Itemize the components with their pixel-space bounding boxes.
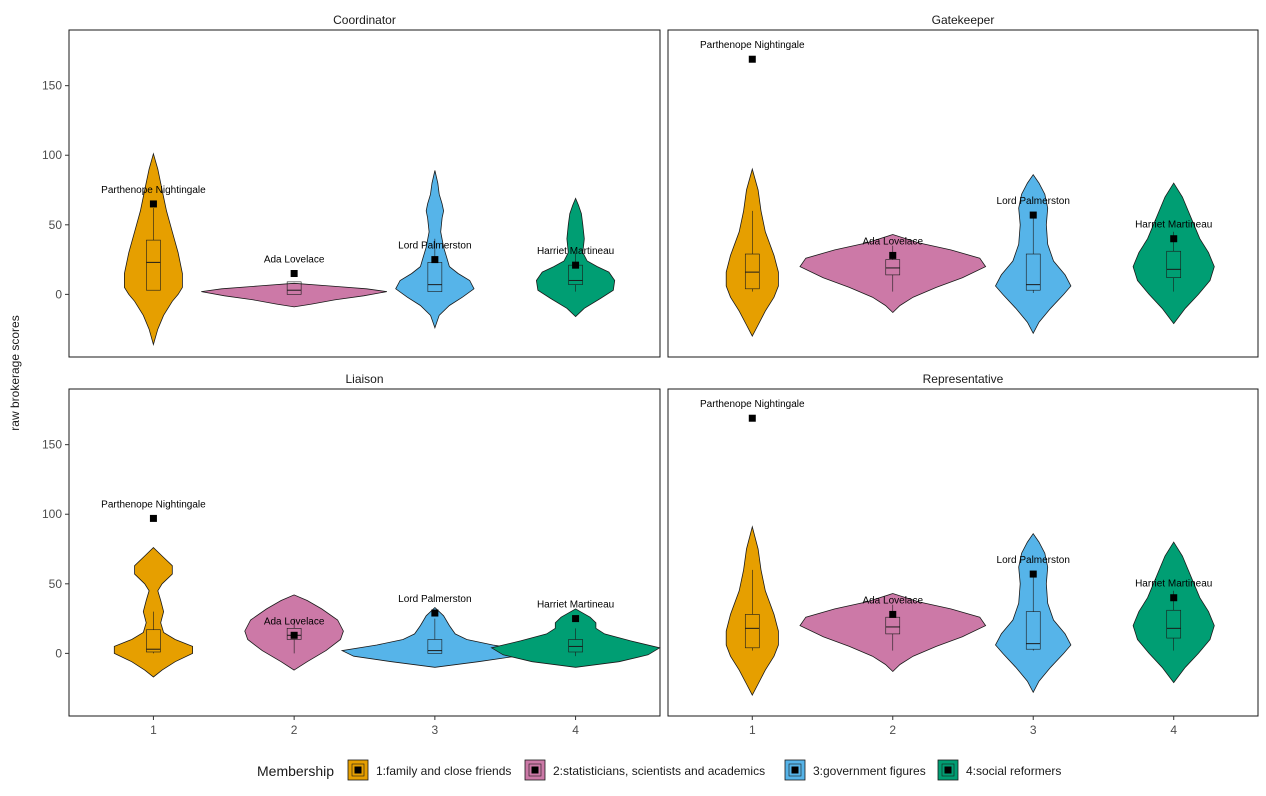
point-label: Parthenope Nightingale bbox=[101, 499, 206, 510]
point-marker bbox=[1170, 594, 1178, 602]
box-1 bbox=[146, 629, 161, 653]
point-marker bbox=[572, 615, 580, 623]
y-tick-label: 50 bbox=[49, 577, 63, 591]
violin-4 bbox=[1132, 182, 1215, 325]
x-tick-label: 3 bbox=[432, 723, 439, 737]
legend-entry-2: 2:statisticians, scientists and academic… bbox=[524, 759, 765, 781]
legend-label: 1:family and close friends bbox=[376, 764, 511, 778]
panel-coordinator: Coordinator 0 50 100 150 Parthenope Nightinga… bbox=[42, 13, 661, 358]
point-marker bbox=[1170, 235, 1178, 243]
point-label: Lord Palmerston bbox=[997, 555, 1070, 566]
x-tick-label: 2 bbox=[889, 723, 896, 737]
legend-label: 4:social reformers bbox=[966, 764, 1061, 778]
point-marker bbox=[1029, 211, 1037, 219]
point-label: Parthenope Nightingale bbox=[700, 40, 805, 51]
box-3 bbox=[1025, 253, 1041, 291]
box-1 bbox=[744, 614, 760, 649]
y-axis-label: raw brokerage scores bbox=[8, 315, 22, 430]
point-label: Ada Lovelace bbox=[264, 255, 325, 266]
panel-liaison: Liaison 0 50 100 150 Parthenope Nightingale Ad… bbox=[42, 372, 661, 717]
x-tick-label: 2 bbox=[291, 723, 298, 737]
legend-entry-4: 4:social reformers bbox=[937, 759, 1061, 781]
point-label: Ada Lovelace bbox=[862, 595, 923, 606]
panel-title: Liaison bbox=[345, 372, 383, 386]
y-tick-label: 100 bbox=[42, 148, 62, 162]
point-marker bbox=[290, 270, 298, 278]
point-marker bbox=[149, 514, 157, 522]
violin-3 bbox=[995, 532, 1072, 694]
x-tick-label: 3 bbox=[1030, 723, 1037, 737]
box-2 bbox=[286, 281, 302, 295]
panel-title: Coordinator bbox=[333, 13, 396, 27]
x-tick-label: 4 bbox=[1170, 723, 1177, 737]
point-label: Lord Palmerston bbox=[398, 241, 471, 252]
legend-key-point bbox=[531, 766, 539, 774]
y-tick-label: 150 bbox=[42, 438, 62, 452]
point-marker bbox=[889, 610, 897, 618]
violin-2 bbox=[799, 234, 987, 314]
legend: Membership 1:family and close friends 2:s… bbox=[257, 759, 1061, 781]
point-label: Harriet Martineau bbox=[1135, 579, 1212, 590]
point-marker bbox=[748, 414, 756, 422]
legend-key-point bbox=[791, 766, 799, 774]
panel-representative: Representative Parthenope Nightingale Ada … bbox=[667, 372, 1259, 717]
x-tick-label: 4 bbox=[572, 723, 579, 737]
x-tick-label: 1 bbox=[150, 723, 157, 737]
legend-key-box bbox=[788, 763, 802, 777]
legend-entry-1: 1:family and close friends bbox=[347, 759, 511, 781]
violin-1 bbox=[124, 152, 183, 346]
box-4 bbox=[1166, 609, 1182, 639]
y-tick-label: 0 bbox=[55, 646, 62, 660]
point-label: Lord Palmerston bbox=[398, 594, 471, 605]
point-label: Ada Lovelace bbox=[862, 236, 923, 247]
y-tick-label: 50 bbox=[49, 218, 63, 232]
y-tick-label: 150 bbox=[42, 79, 62, 93]
legend-title: Membership bbox=[257, 763, 334, 779]
point-marker bbox=[431, 256, 439, 264]
legend-key-point bbox=[944, 766, 952, 774]
point-marker bbox=[149, 200, 157, 208]
y-tick-label: 0 bbox=[55, 287, 62, 301]
box-1 bbox=[744, 253, 760, 290]
point-marker bbox=[572, 261, 580, 269]
point-label: Harriet Martineau bbox=[537, 246, 614, 257]
legend-key-box bbox=[941, 763, 955, 777]
violin-4 bbox=[1132, 541, 1215, 684]
point-marker bbox=[748, 55, 756, 63]
facet-panels: Coordinator 0 50 100 150 Parthenope Nightinga… bbox=[42, 13, 1259, 717]
x-axis-ticks: 1 2 3 4 1 2 3 4 bbox=[150, 716, 1177, 737]
point-label: Parthenope Nightingale bbox=[101, 185, 206, 196]
x-tick-label: 1 bbox=[749, 723, 756, 737]
box-4 bbox=[1166, 250, 1182, 278]
point-marker bbox=[431, 609, 439, 617]
violin-2 bbox=[799, 593, 987, 673]
legend-entry-3: 3:government figures bbox=[784, 759, 926, 781]
point-label: Harriet Martineau bbox=[1135, 220, 1212, 231]
point-label: Harriet Martineau bbox=[537, 600, 614, 611]
box-3 bbox=[1025, 611, 1041, 650]
legend-label: 2:statisticians, scientists and academic… bbox=[553, 764, 765, 778]
legend-key-point bbox=[354, 766, 362, 774]
box-4 bbox=[568, 639, 583, 653]
y-tick-label: 100 bbox=[42, 507, 62, 521]
point-marker bbox=[290, 631, 298, 639]
legend-key-box bbox=[528, 763, 542, 777]
violin-2 bbox=[201, 282, 387, 308]
box-2 bbox=[885, 259, 901, 276]
point-label: Parthenope Nightingale bbox=[700, 399, 805, 410]
legend-key-box bbox=[351, 763, 365, 777]
point-marker bbox=[1029, 570, 1037, 578]
legend-label: 3:government figures bbox=[813, 764, 926, 778]
panel-title: Gatekeeper bbox=[932, 13, 995, 27]
point-marker bbox=[889, 251, 897, 259]
box-3 bbox=[427, 639, 443, 654]
box-1 bbox=[146, 239, 161, 291]
panel-gatekeeper: Gatekeeper Parthenope Nightingale Ada Love… bbox=[667, 13, 1259, 358]
point-label: Lord Palmerston bbox=[997, 196, 1070, 207]
panel-title: Representative bbox=[923, 372, 1004, 386]
box-2 bbox=[286, 628, 302, 640]
point-label: Ada Lovelace bbox=[264, 616, 325, 627]
